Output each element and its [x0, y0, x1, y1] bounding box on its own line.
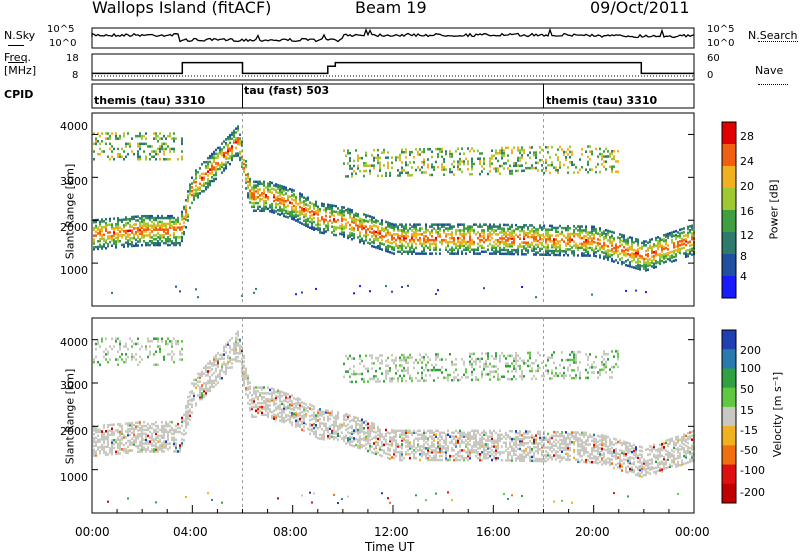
- noise-left-tick-top: 10^5: [47, 24, 75, 35]
- xtick-1: 04:00: [173, 525, 208, 539]
- power-ytick-2000: 2000: [60, 221, 88, 234]
- freq-panel-frame: [91, 53, 695, 81]
- vel-cb-tick-50: 50: [740, 383, 754, 396]
- xtick-6: 00:00: [675, 525, 710, 539]
- power-cb-tick-8: 8: [740, 250, 747, 263]
- vel-ytick-3000: 3000: [60, 379, 88, 392]
- power-colorbar-swatch: [722, 166, 736, 189]
- station-title: Wallops Island (fitACF): [92, 0, 272, 17]
- nave-tick-top: 60: [707, 53, 720, 64]
- freq-tick-top: 18: [66, 53, 79, 64]
- vel-cb-tick-m50: -50: [740, 444, 758, 457]
- velocity-colorbar-swatch: [722, 464, 736, 485]
- velocity-colorbar-swatch: [722, 483, 736, 504]
- nave-legend-line: [758, 84, 788, 85]
- xtick-4: 16:00: [476, 525, 511, 539]
- vel-cb-tick-m200: -200: [740, 486, 765, 499]
- freq-series: [92, 61, 694, 75]
- nave-tick-bottom: 0: [707, 70, 714, 81]
- power-cb-tick-12: 12: [740, 229, 754, 242]
- velocity-colorbar-frame: [721, 329, 737, 504]
- noise-right-tick-top: 10^5: [707, 24, 735, 35]
- power-ytick-1000: 1000: [60, 264, 88, 277]
- xlabel: Time UT: [365, 540, 415, 554]
- date-label: 09/Oct/2011: [590, 0, 690, 17]
- power-colorbar-swatch: [722, 276, 736, 299]
- power-cb-tick-16: 16: [740, 205, 754, 218]
- vel-panel-frame: [91, 317, 695, 514]
- noise-sky-label: N.Sky: [4, 29, 36, 42]
- freq-label: Freq.: [4, 51, 32, 64]
- power-ytick-3000: 3000: [60, 175, 88, 188]
- noise-left-tick-bottom: 10^0: [49, 38, 77, 49]
- power-colorbar-frame: [721, 121, 737, 299]
- noise-right-tick-bottom: 10^0: [707, 38, 735, 49]
- noise-search-label: N.Search: [748, 29, 798, 42]
- vel-cb-tick-m15: -15: [740, 424, 758, 437]
- power-colorbar-swatch: [722, 254, 736, 277]
- noise-search-legend-line: [758, 41, 798, 42]
- cpid-label: CPID: [4, 88, 34, 101]
- power-panel-frame: [91, 112, 695, 307]
- freq-legend-line: [8, 62, 24, 63]
- cpid-segment-3: themis (tau) 3310: [546, 94, 658, 107]
- power-ytick-4000: 4000: [60, 120, 88, 133]
- power-cb-tick-28: 28: [740, 130, 754, 143]
- velocity-colorbar-swatch: [722, 387, 736, 408]
- power-cb-tick-4: 4: [740, 270, 747, 283]
- velocity-colorbar-swatch: [722, 426, 736, 446]
- velocity-colorbar-swatch: [722, 349, 736, 369]
- vel-ytick-1000: 1000: [60, 471, 88, 484]
- xtick-0: 00:00: [75, 525, 110, 539]
- xtick-3: 12:00: [374, 525, 409, 539]
- beam-label: Beam 19: [355, 0, 427, 17]
- cpid-panel-frame: [91, 83, 695, 109]
- velocity-colorbar-swatch: [722, 330, 736, 350]
- power-cb-tick-24: 24: [740, 155, 754, 168]
- cpid-segment-1: themis (tau) 3310: [94, 94, 206, 107]
- vel-cb-tick-15: 15: [740, 404, 754, 417]
- xtick-2: 08:00: [273, 525, 308, 539]
- vel-ytick-2000: 2000: [60, 425, 88, 438]
- power-colorbar-swatch: [722, 122, 736, 145]
- nave-label: Nave: [755, 64, 784, 77]
- vel-cb-tick-100: 100: [740, 362, 761, 375]
- vel-echo-scatter: [93, 330, 695, 504]
- freq-tick-bottom: 8: [72, 70, 79, 81]
- power-colorbar-swatch: [722, 210, 736, 233]
- noise-panel-frame: [91, 27, 695, 49]
- power-cb-tick-20: 20: [740, 180, 754, 193]
- power-colorbar-swatch: [722, 144, 736, 167]
- velocity-colorbar-swatch: [722, 368, 736, 389]
- velocity-colorbar-swatch: [722, 445, 736, 466]
- noise-sky-legend-line: [8, 45, 24, 46]
- vel-cb-tick-200: 200: [740, 344, 761, 357]
- vel-ytick-4000: 4000: [60, 336, 88, 349]
- xtick-5: 20:00: [575, 525, 610, 539]
- vel-cb-tick-m100: -100: [740, 464, 765, 477]
- noise-sky-series: [91, 27, 695, 43]
- power-colorbar-swatch: [722, 232, 736, 255]
- velocity-colorbar-swatch: [722, 406, 736, 427]
- power-colorbar-swatch: [722, 188, 736, 211]
- cpid-segment-2: tau (fast) 503: [244, 84, 330, 97]
- freq-unit-label: [MHz]: [4, 64, 37, 77]
- power-echo-scatter: [93, 125, 695, 299]
